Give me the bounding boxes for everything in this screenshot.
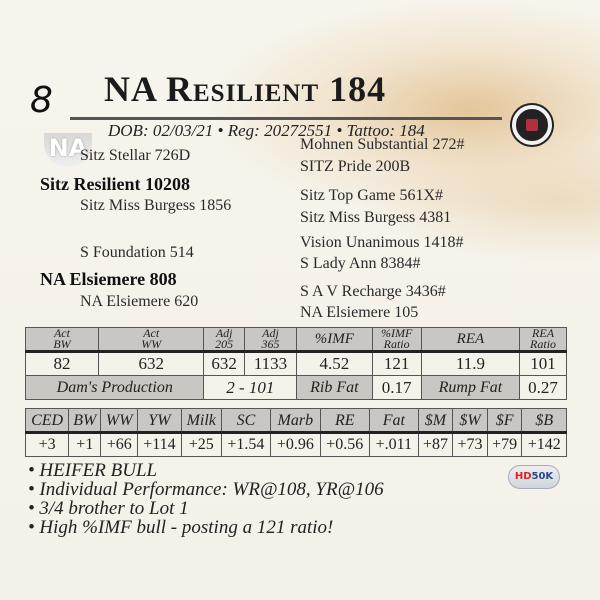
- perf-value: 11.9: [420, 350, 521, 376]
- perf-header: %IMF: [296, 327, 373, 352]
- epd-value: +87: [417, 431, 454, 457]
- epd-header: $B: [521, 408, 567, 433]
- rib-fat-label: Rib Fat: [296, 375, 373, 400]
- perf-value: 101: [519, 350, 567, 376]
- rump-fat-label: Rump Fat: [420, 375, 521, 400]
- epd-value: +0.56: [319, 431, 370, 457]
- grandparent: S Lady Ann 8384#: [300, 255, 421, 272]
- epd-value: +66: [100, 431, 139, 457]
- epd-value: +73: [452, 431, 488, 457]
- grandparent: Vision Unanimous 1418#: [300, 234, 464, 251]
- perf-header: Act WW: [97, 327, 205, 352]
- epd-value: +0.96: [270, 431, 321, 457]
- rib-fat-value: 0.17: [371, 375, 422, 400]
- perf-value: 82: [25, 350, 99, 376]
- epd-header: $W: [452, 408, 488, 433]
- epd-value: +1.54: [220, 431, 272, 457]
- association-seal-icon: [512, 105, 552, 145]
- perf-header: Adj 205: [203, 327, 245, 352]
- sire-sire: Sitz Stellar 726D: [80, 147, 191, 164]
- performance-table: Act BW Act WW Adj 205 Adj 365 %IMF %IMF Ratio REA RE…: [24, 327, 567, 400]
- epd-header: BW: [68, 408, 102, 433]
- epd-header: WW: [100, 408, 139, 433]
- title-divider: [70, 117, 502, 120]
- note: • 3/4 brother to Lot 1: [28, 498, 189, 519]
- sire: Sitz Resilient 10208: [40, 174, 190, 194]
- animal-info: DOB: 02/03/21 • Reg: 20272551 • Tattoo: …: [108, 121, 425, 140]
- epd-header: RE: [319, 408, 370, 433]
- perf-value: 4.52: [296, 350, 373, 376]
- perf-header: Act BW: [25, 327, 99, 352]
- animal-name: NA Resilient 184: [104, 69, 387, 109]
- sire-dam: Sitz Miss Burgess 1856: [80, 197, 232, 214]
- epd-header: Milk: [180, 408, 222, 433]
- grandparent: Sitz Top Game 561X#: [300, 187, 444, 204]
- grandparent: S A V Recharge 3436#: [300, 283, 446, 300]
- perf-value: 632: [203, 350, 245, 376]
- epd-value: +3: [24, 431, 70, 457]
- epd-value: +142: [521, 431, 567, 457]
- dam-dam: NA Elsiemere 620: [80, 293, 199, 310]
- dams-production-label: Dam's Production: [24, 375, 205, 400]
- perf-header: Adj 365: [243, 327, 298, 352]
- grandparent: NA Elsiemere 105: [300, 304, 419, 321]
- perf-value: 632: [97, 350, 205, 376]
- perf-value: 121: [371, 350, 422, 376]
- epd-header: Marb: [270, 408, 321, 433]
- epd-header: CED: [24, 408, 70, 433]
- epd-table: CED BW WW YW Milk SC Marb RE Fat $M $W $F $B +3 +1 +66…: [24, 408, 567, 457]
- epd-header: $M: [417, 408, 454, 433]
- epd-header: YW: [137, 408, 182, 433]
- dam-sire: S Foundation 514: [80, 244, 194, 261]
- note: • High %IMF bull - posting a 121 ratio!: [28, 517, 334, 538]
- epd-value: +25: [180, 431, 222, 457]
- perf-header: REA Ratio: [519, 327, 567, 352]
- epd-header: $F: [486, 408, 523, 433]
- epd-header: Fat: [368, 408, 419, 433]
- perf-value: 1133: [243, 350, 298, 376]
- perf-header: %IMF Ratio: [371, 327, 422, 352]
- epd-value: +.011: [368, 431, 419, 457]
- grandparent: Sitz Miss Burgess 4381: [300, 209, 452, 226]
- dam: NA Elsiemere 808: [40, 269, 177, 289]
- lot-number: 8: [30, 80, 53, 121]
- hd50k-logo: HD50K: [508, 465, 560, 489]
- grandparent: SITZ Pride 200B: [300, 158, 411, 175]
- epd-value: +114: [137, 431, 182, 457]
- epd-header: SC: [220, 408, 272, 433]
- epd-value: +79: [486, 431, 523, 457]
- perf-header: REA: [420, 327, 521, 352]
- note: • HEIFER BULL: [28, 460, 158, 481]
- dams-production-value: 2 - 101: [203, 375, 298, 400]
- grandparent: Mohnen Substantial 272#: [300, 136, 465, 153]
- rump-fat-value: 0.27: [519, 375, 567, 400]
- note: • Individual Performance: WR@108, YR@106: [28, 479, 384, 500]
- epd-value: +1: [68, 431, 102, 457]
